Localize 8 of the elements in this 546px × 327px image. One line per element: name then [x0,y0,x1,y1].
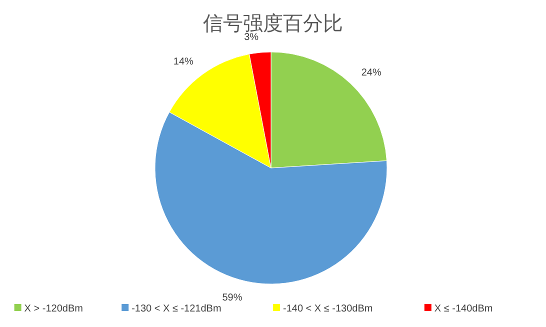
data-label: 14% [173,56,194,68]
data-label: 59% [222,292,242,304]
legend-label: X ≤ -140dBm [434,304,493,314]
data-label: 24% [361,67,382,78]
legend-label: -140 < X ≤ -130dBm [283,304,373,314]
legend-label: -130 < X ≤ -121dBm [132,304,222,314]
data-label: 3% [244,32,259,44]
legend-label: X > -120dBm [24,304,83,314]
